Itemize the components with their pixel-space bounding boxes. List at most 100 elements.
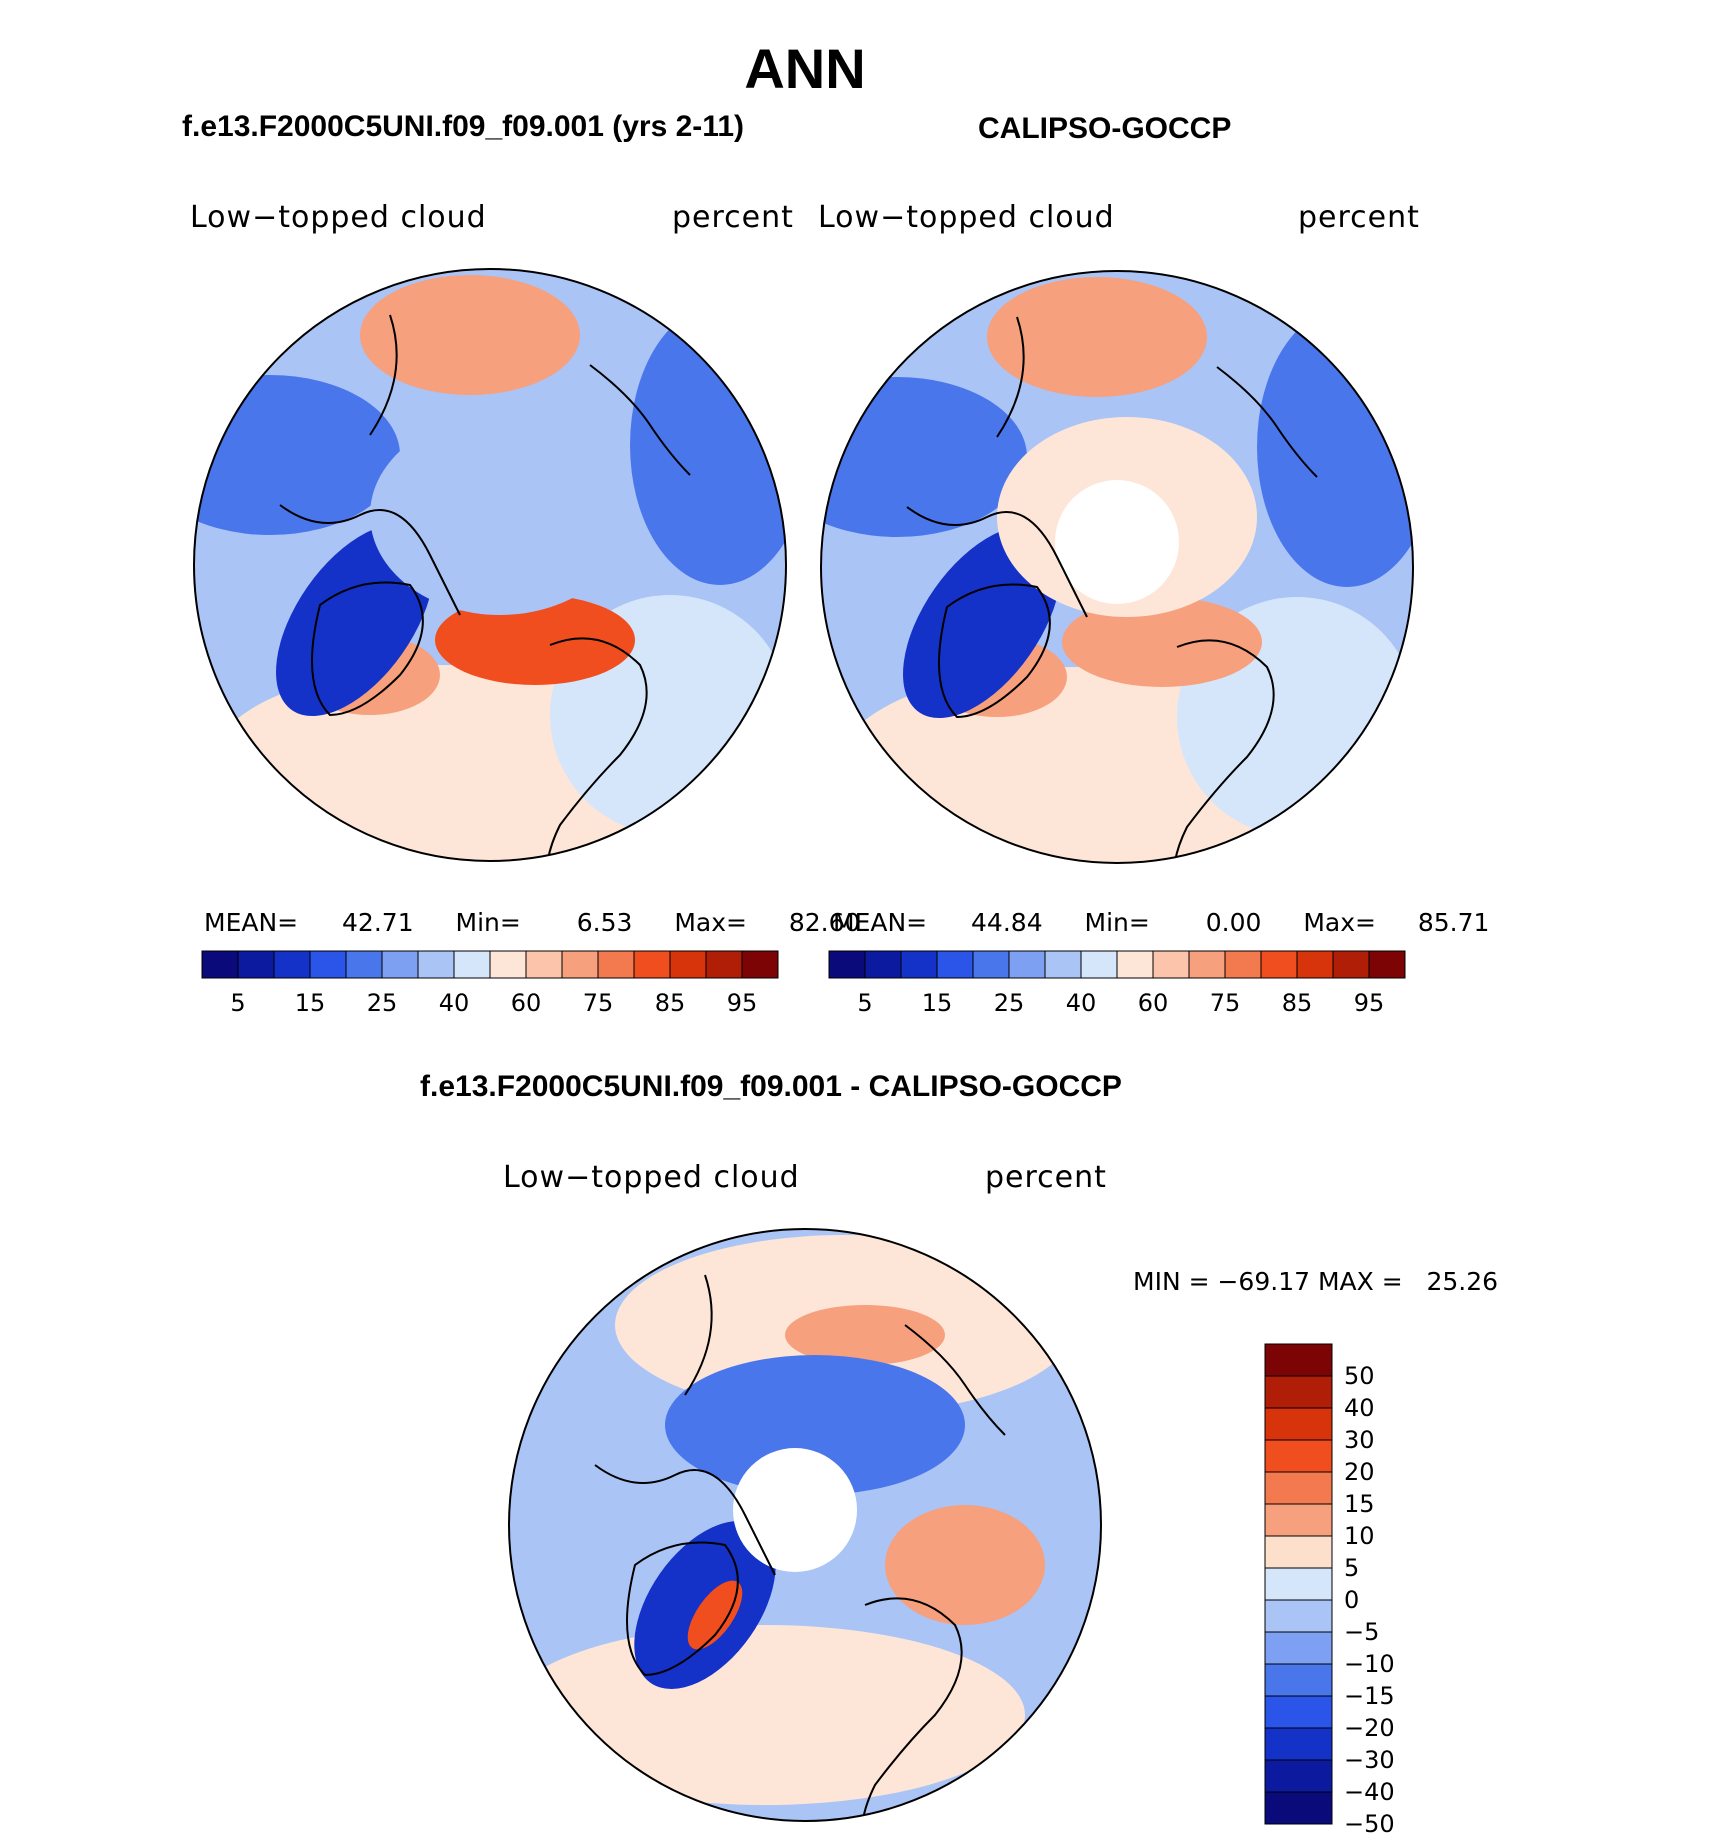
max-label: Max= <box>674 908 747 937</box>
map-difference <box>509 1229 1101 1821</box>
colorbar-tick-label: 40 <box>439 989 470 1017</box>
polar-no-data-hole <box>1055 480 1179 604</box>
mean-label: MEAN= <box>204 908 299 937</box>
field-north-red <box>785 1305 945 1365</box>
colorbar-swatch <box>1264 1503 1333 1537</box>
field-siberia-blue <box>1257 307 1413 587</box>
polar-no-data-hole <box>733 1448 857 1572</box>
map-model <box>194 269 786 861</box>
colorbar-swatch <box>1332 950 1370 979</box>
colorbar-swatch <box>597 950 635 979</box>
colorbar-observation: 5 15 25 40 60 75 85 95 <box>828 950 1406 1017</box>
field-siberia-blue <box>630 305 786 585</box>
field-greenland-red-spot <box>687 1580 743 1650</box>
colorbar-tick-label: 5 <box>857 989 872 1017</box>
coastline <box>996 316 1025 438</box>
colorbar-swatch <box>1188 950 1226 979</box>
panel2-case-title: CALIPSO-GOCCP <box>978 112 1232 145</box>
colorbar-tick-label: 75 <box>1210 989 1241 1017</box>
colorbar-swatch <box>1296 950 1334 979</box>
colorbar-swatch <box>1264 1599 1333 1633</box>
colorbar-tick-label: −30 <box>1344 1746 1395 1774</box>
colorbar-swatch <box>561 950 599 979</box>
colorbar-tick-label: 85 <box>1282 989 1313 1017</box>
colorbar-swatch <box>1008 950 1046 979</box>
difference-units-label: percent <box>985 1160 1107 1195</box>
colorbar-tick-label: 60 <box>1138 989 1169 1017</box>
colorbar-model: 5 15 25 40 60 75 85 95 <box>201 950 779 1017</box>
coastline <box>594 1464 776 1576</box>
colorbar-tick-label: 5 <box>230 989 245 1017</box>
coastline <box>860 1597 963 1821</box>
colorbar-swatch <box>381 950 419 979</box>
coastline <box>684 1274 713 1396</box>
colorbar-tick-label: 25 <box>367 989 398 1017</box>
colorbar-swatch <box>669 950 707 979</box>
coastline <box>626 1541 739 1677</box>
colorbar-tick-label: 15 <box>1344 1490 1375 1518</box>
mean-value: 44.84 <box>971 908 1043 937</box>
colorbar-swatch <box>633 950 671 979</box>
colorbar-tick-label: 15 <box>922 989 953 1017</box>
map-difference-border <box>508 1228 1102 1822</box>
colorbar-tick-label: 75 <box>583 989 614 1017</box>
max-value: 82.60 <box>788 908 861 937</box>
colorbar-tick-label: 95 <box>1354 989 1385 1017</box>
field-north-red <box>360 275 580 395</box>
colorbar-swatch <box>453 950 491 979</box>
min-label: Min= <box>455 908 521 937</box>
map-observation <box>821 271 1413 863</box>
colorbar-tick-label: 25 <box>994 989 1025 1017</box>
colorbar-tick-label: −20 <box>1344 1714 1395 1742</box>
colorbar-tick-label: 20 <box>1344 1458 1375 1486</box>
coastline <box>904 1324 1006 1436</box>
colorbar-swatch <box>1116 950 1154 979</box>
colorbar-swatch <box>309 950 347 979</box>
colorbar-swatch <box>1264 1695 1333 1729</box>
colorbar-swatch <box>489 950 527 979</box>
field-ring-blue <box>665 1355 965 1495</box>
panel2-units-label: percent <box>1298 200 1420 235</box>
colorbar-tick-label: −5 <box>1344 1618 1379 1646</box>
colorbar-swatch <box>525 950 563 979</box>
colorbar-swatch <box>1368 950 1406 979</box>
colorbar-swatch <box>1264 1535 1333 1569</box>
colorbar-swatch <box>1152 950 1190 979</box>
colorbar-swatch <box>900 950 938 979</box>
colorbar-swatch <box>273 950 311 979</box>
colorbar-tick-label: 40 <box>1066 989 1097 1017</box>
min-value: 6.53 <box>576 908 633 937</box>
colorbar-tick-label: 10 <box>1344 1522 1375 1550</box>
field-greenland-sea-red <box>435 595 635 685</box>
colorbar-tick-label: 40 <box>1344 1394 1375 1422</box>
colorbar-swatch <box>1264 1567 1333 1601</box>
coastline <box>938 583 1051 719</box>
coastline <box>1172 639 1275 863</box>
colorbar-swatch <box>1260 950 1298 979</box>
colorbar-swatch <box>1044 950 1082 979</box>
colorbar-swatch <box>237 950 275 979</box>
difference-variable-label: Low−topped cloud <box>503 1160 800 1195</box>
colorbar-swatch <box>1264 1407 1333 1441</box>
min-value: 0.00 <box>1205 908 1262 937</box>
colorbar-tick-label: 5 <box>1344 1554 1359 1582</box>
colorbar-tick-label: −10 <box>1344 1650 1395 1678</box>
difference-title: f.e13.F2000C5UNI.f09_f09.001 - CALIPSO-G… <box>420 1070 1122 1103</box>
field-pacific-blue <box>821 377 1027 537</box>
panel2-stats: MEAN= 44.84 Min= 0.00 Max= 85.71 <box>833 908 1489 937</box>
colorbar-swatch <box>828 950 866 979</box>
field-north-red <box>987 277 1207 397</box>
colorbar-tick-label: 95 <box>727 989 758 1017</box>
colorbar-swatch <box>936 950 974 979</box>
colorbar-swatch <box>345 950 383 979</box>
colorbar-swatch <box>1264 1759 1333 1793</box>
panel1-stats: MEAN= 42.71 Min= 6.53 Max= 82.60 <box>204 908 860 937</box>
colorbar-tick-label: 0 <box>1344 1586 1359 1614</box>
colorbar-tick-label: −50 <box>1344 1810 1395 1838</box>
panel1-units-label: percent <box>672 200 794 235</box>
max-value: 85.71 <box>1417 908 1490 937</box>
colorbar-swatch <box>1264 1631 1333 1665</box>
colorbar-tick-label: 15 <box>295 989 326 1017</box>
coastline <box>369 314 398 436</box>
colorbar-swatch <box>1264 1791 1333 1825</box>
